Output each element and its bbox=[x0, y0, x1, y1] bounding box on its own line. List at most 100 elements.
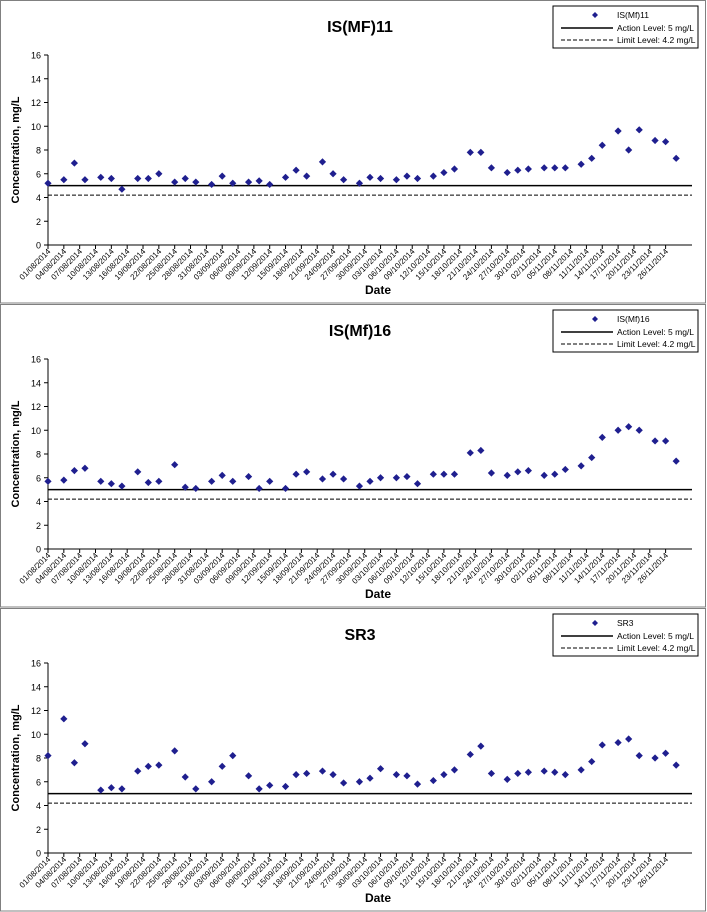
y-tick-label: 8 bbox=[36, 450, 41, 460]
chart-title: SR3 bbox=[344, 627, 375, 644]
data-point bbox=[70, 467, 78, 475]
data-point bbox=[208, 180, 216, 189]
data-point bbox=[540, 767, 548, 775]
data-point bbox=[672, 457, 680, 465]
y-tick-label: 6 bbox=[36, 169, 41, 179]
chart-border bbox=[0, 608, 706, 912]
data-point bbox=[598, 433, 606, 441]
legend-box bbox=[552, 309, 699, 353]
data-point bbox=[614, 127, 622, 135]
data-point bbox=[487, 469, 496, 477]
y-tick-label: 0 bbox=[36, 545, 41, 555]
data-point bbox=[450, 766, 459, 774]
y-tick-label: 4 bbox=[36, 193, 41, 203]
data-point bbox=[429, 172, 437, 180]
y-tick-label: 0 bbox=[36, 849, 41, 859]
data-point bbox=[218, 762, 226, 770]
data-point bbox=[403, 772, 411, 780]
legend-marker bbox=[592, 12, 598, 18]
data-point bbox=[413, 780, 422, 788]
y-tick-label: 4 bbox=[36, 497, 41, 507]
data-point bbox=[588, 757, 596, 766]
y-tick-label: 6 bbox=[36, 473, 41, 483]
y-tick-label: 10 bbox=[31, 730, 41, 740]
data-point bbox=[318, 767, 327, 775]
data-point bbox=[466, 750, 474, 759]
data-point bbox=[413, 480, 422, 488]
data-point bbox=[244, 772, 253, 780]
y-tick-label: 14 bbox=[31, 74, 41, 84]
x-axis-label: Date bbox=[365, 587, 391, 601]
data-point bbox=[355, 778, 364, 786]
data-point bbox=[255, 177, 263, 185]
data-point bbox=[340, 779, 348, 787]
y-tick-label: 2 bbox=[36, 217, 41, 227]
data-point bbox=[355, 482, 364, 490]
x-axis-label: Date bbox=[365, 891, 391, 905]
data-point bbox=[540, 164, 548, 172]
data-point bbox=[340, 475, 348, 483]
legend-label: Limit Level: 4.2 mg/L bbox=[617, 643, 696, 653]
data-point bbox=[208, 778, 216, 786]
data-point bbox=[625, 423, 633, 431]
data-point bbox=[477, 148, 485, 156]
data-point bbox=[392, 771, 400, 779]
data-point bbox=[514, 468, 522, 476]
data-point bbox=[44, 752, 52, 760]
data-point bbox=[651, 754, 659, 762]
data-point bbox=[561, 771, 569, 779]
data-point bbox=[450, 470, 459, 478]
data-point bbox=[192, 484, 200, 493]
data-point bbox=[524, 467, 532, 475]
data-point bbox=[208, 477, 216, 485]
y-axis-label: Concentration, mg/L bbox=[10, 704, 22, 811]
data-point bbox=[218, 471, 226, 479]
data-point bbox=[487, 164, 496, 172]
data-point bbox=[134, 468, 142, 476]
y-tick-label: 6 bbox=[36, 777, 41, 787]
data-point bbox=[318, 158, 327, 166]
data-point bbox=[292, 166, 300, 174]
legend-box bbox=[552, 5, 699, 49]
data-point bbox=[524, 165, 532, 173]
legend-label: Action Level: 5 mg/L bbox=[617, 631, 694, 641]
data-point bbox=[134, 174, 142, 183]
y-tick-label: 12 bbox=[31, 706, 41, 716]
data-point bbox=[392, 474, 400, 482]
data-point bbox=[366, 774, 374, 782]
chart-border bbox=[0, 304, 706, 608]
data-point bbox=[672, 154, 680, 162]
data-point bbox=[651, 437, 659, 445]
data-point bbox=[44, 179, 52, 187]
y-tick-label: 0 bbox=[36, 241, 41, 251]
data-point bbox=[440, 168, 448, 177]
data-point bbox=[503, 168, 511, 177]
y-tick-label: 2 bbox=[36, 825, 41, 835]
data-point bbox=[561, 465, 569, 474]
data-point bbox=[266, 781, 274, 789]
legend: SR3 Action Level: 5 mg/L Limit Level: 4.2 … bbox=[552, 613, 699, 657]
chart-panel: IS(Mf)16 Concentration, mg/L Date 0 2 4 6 8 10 12… bbox=[0, 304, 706, 608]
data-point bbox=[503, 471, 511, 479]
data-point bbox=[635, 126, 643, 134]
data-point bbox=[192, 785, 200, 793]
data-point bbox=[403, 472, 411, 481]
y-tick-label: 14 bbox=[31, 378, 41, 388]
legend-marker bbox=[592, 620, 598, 626]
y-tick-label: 8 bbox=[36, 754, 41, 764]
data-point bbox=[524, 768, 532, 776]
legend: IS(Mf)16 Action Level: 5 mg/L Limit Level:… bbox=[552, 309, 699, 353]
data-point bbox=[118, 482, 126, 490]
y-tick-label: 16 bbox=[31, 51, 41, 61]
legend-label: IS(Mf)16 bbox=[617, 314, 650, 324]
data-point bbox=[44, 477, 52, 485]
legend-label: Limit Level: 4.2 mg/L bbox=[617, 339, 696, 349]
data-point bbox=[292, 771, 300, 779]
data-point bbox=[60, 715, 68, 723]
legend: IS(Mf)11 Action Level: 5 mg/L Limit Level:… bbox=[552, 5, 699, 49]
data-point bbox=[329, 771, 337, 779]
data-point bbox=[81, 740, 89, 748]
data-point bbox=[144, 174, 152, 183]
data-point bbox=[266, 180, 274, 189]
data-point bbox=[303, 172, 311, 180]
